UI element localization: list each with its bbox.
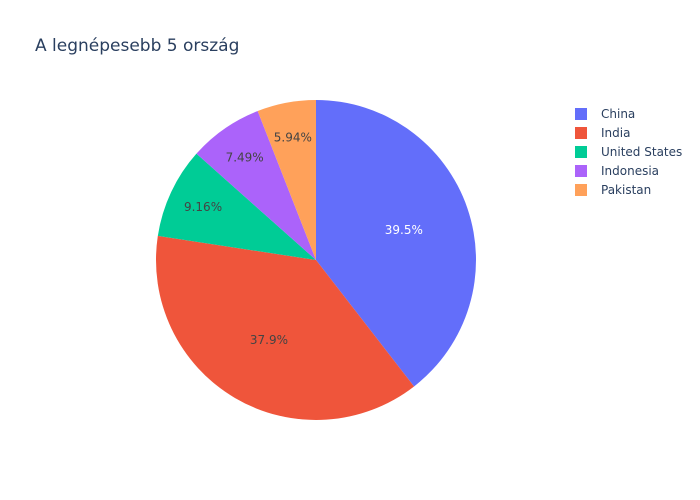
pie-slice-pakistan[interactable] [257,100,316,260]
legend-label-pakistan[interactable]: Pakistan [601,183,651,197]
pie-slice-indonesia[interactable] [196,111,316,260]
legend-swatch-china[interactable] [575,108,587,120]
legend-label-china[interactable]: China [601,107,635,121]
pie-slices [155,100,476,420]
legend-swatch-indonesia[interactable] [575,165,587,177]
chart-title: A legnépesebb 5 ország [35,36,239,56]
legend-swatch-pakistan[interactable] [575,184,587,196]
slice-label-china: 39.5% [385,223,423,237]
slice-label-indonesia: 7.49% [226,151,264,165]
pie-slice-india[interactable] [155,235,415,420]
legend-label-india[interactable]: India [601,126,630,140]
pie-slice-united-states[interactable] [157,153,316,260]
slice-label-india: 37.9% [250,333,288,347]
legend-swatch-united-states[interactable] [575,146,587,158]
legend-swatch-india[interactable] [575,127,587,139]
pie-slice-labels: 39.5% 37.9% 9.16% 7.49% 5.94% [184,130,423,347]
legend-label-indonesia[interactable]: Indonesia [601,164,659,178]
pie-slice-china[interactable] [316,100,476,387]
legend: China India United States Indonesia Pakistan [575,107,682,197]
slice-label-united-states: 9.16% [184,200,222,214]
slice-label-pakistan: 5.94% [274,130,312,144]
legend-label-united-states[interactable]: United States [601,145,682,159]
